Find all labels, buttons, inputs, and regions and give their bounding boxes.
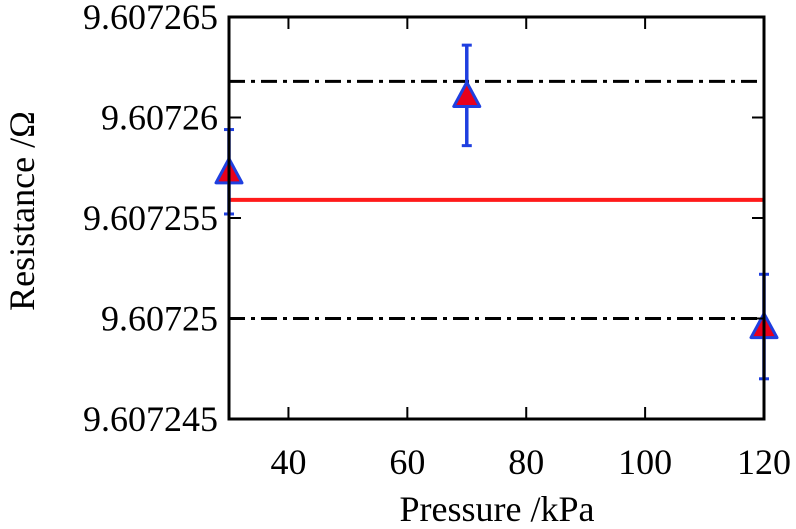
y-tick-label: 9.60725 xyxy=(101,299,218,339)
y-tick-label: 9.607265 xyxy=(83,0,218,37)
x-tick-label: 40 xyxy=(270,442,306,482)
y-tick-labels: 9.607245 9.60725 9.607255 9.60726 9.607265 xyxy=(83,0,218,439)
y-tick-label: 9.607255 xyxy=(83,198,218,238)
ticks xyxy=(229,16,765,420)
x-tick-label: 60 xyxy=(389,442,425,482)
x-tick-labels: 40 60 80 100 120 xyxy=(270,442,791,482)
data-series xyxy=(214,43,779,381)
x-tick-label: 80 xyxy=(508,442,544,482)
y-tick-label: 9.60726 xyxy=(101,98,218,138)
y-axis-label: Resistance /Ω xyxy=(2,111,42,311)
plot-frame xyxy=(227,15,766,421)
reference-lines xyxy=(229,79,764,320)
y-tick-label: 9.607245 xyxy=(83,399,218,439)
data-point-marker xyxy=(452,80,482,108)
x-tick-label: 100 xyxy=(618,442,672,482)
x-tick-label: 120 xyxy=(737,442,791,482)
x-axis-label: Pressure /kPa xyxy=(400,489,595,529)
